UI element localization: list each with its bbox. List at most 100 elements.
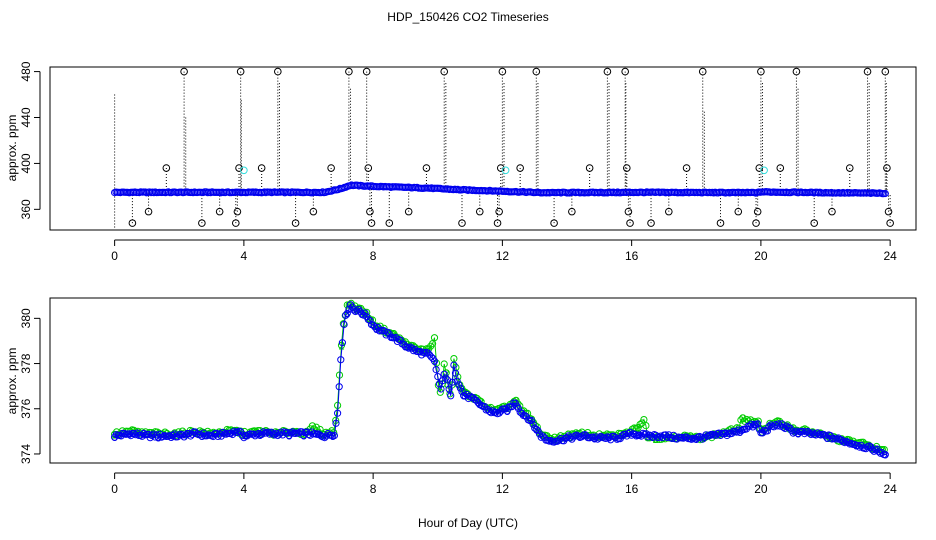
- series-3-point: [847, 439, 856, 448]
- series-3-point: [687, 435, 696, 443]
- series-3-point: [639, 429, 647, 437]
- series-3-point: [477, 401, 485, 409]
- series-3-point: [343, 309, 351, 317]
- series-3-point: [492, 408, 500, 416]
- series-3-point: [821, 432, 830, 440]
- series-3-point: [271, 431, 279, 439]
- outlier-point: [366, 207, 374, 216]
- series-3-point: [298, 428, 306, 436]
- series-3-label: 3: [664, 432, 670, 444]
- outlier-point: [698, 67, 707, 76]
- outlier-point: [734, 207, 743, 216]
- outlier-point: [215, 207, 224, 216]
- bottom-y-tick-label: 378: [19, 353, 33, 373]
- bottom-panel: 0 4 8 12 16 20 24 374 376 378 380 approx. ppm 2 2 2…: [5, 297, 917, 496]
- bottom-y-tick-label: 380: [19, 308, 33, 328]
- series-3-point: [330, 432, 338, 440]
- outlier-point: [845, 164, 854, 172]
- series-3-point: [456, 384, 464, 392]
- series-3-point: [384, 328, 392, 336]
- series-3-label: 3: [577, 432, 583, 444]
- outlier-point: [274, 67, 282, 76]
- bottom-x-axis: 0 4 8 12 16 20 24: [111, 472, 897, 496]
- outlier-point: [550, 219, 558, 227]
- x-axis-title: Hour of Day (UTC): [418, 516, 518, 530]
- bottom-x-tick-label: 0: [111, 482, 118, 496]
- series-3-point: [448, 378, 456, 386]
- series-3-point: [361, 309, 369, 317]
- series-3-point: [132, 431, 140, 439]
- series-3-point: [590, 434, 599, 442]
- series-3-point: [833, 435, 841, 443]
- series-3-label: 3: [199, 431, 205, 443]
- series-3-point: [337, 356, 345, 364]
- series-3-point: [647, 432, 655, 440]
- series-3-label: 3: [170, 430, 176, 442]
- outlier-point: [881, 67, 890, 76]
- series-3-point: [555, 436, 563, 444]
- top-y-tick-label: 360: [19, 199, 33, 219]
- series-3-label: 3: [562, 433, 568, 445]
- series-3-point: [881, 451, 889, 459]
- series-3-label: 3: [679, 432, 685, 444]
- top-plot-frame: [49, 66, 917, 231]
- series-3-label: 3: [795, 428, 801, 440]
- series-3-label: 3: [781, 422, 787, 434]
- series-3-point: [514, 405, 523, 413]
- series-3-point: [334, 409, 342, 417]
- series-3-label: 3: [693, 434, 699, 446]
- series-3-label: 3: [519, 408, 525, 420]
- outlier-point: [404, 207, 413, 216]
- outlier-point: [621, 67, 629, 76]
- series-3-point: [631, 430, 639, 438]
- outlier-point: [752, 219, 760, 227]
- outlier-point: [198, 219, 206, 227]
- series-3-label: 3: [708, 430, 714, 442]
- series-3-point: [259, 428, 267, 436]
- series-3-point: [264, 428, 272, 436]
- outlier-point: [180, 67, 188, 76]
- series-3-label: 3: [650, 432, 656, 444]
- outlier-point: [498, 67, 507, 76]
- series-3-label: 3: [184, 429, 190, 441]
- baseline-point: [881, 189, 889, 198]
- outlier-point: [345, 67, 353, 76]
- series-3-label: 3: [824, 433, 830, 445]
- series-3-point: [447, 392, 455, 400]
- series-2-point: [454, 373, 462, 381]
- series-2-label: 2: [373, 321, 379, 333]
- outlier-point: [665, 207, 673, 216]
- top-x-axis: 0 4 8 12 16 20 24: [111, 239, 897, 263]
- series-3-point: [430, 357, 439, 365]
- series-3-point: [763, 427, 772, 435]
- outlier-point: [367, 219, 376, 227]
- outlier-point: [422, 164, 431, 172]
- series-2-point: [440, 360, 448, 368]
- series-3-label: 3: [490, 406, 496, 418]
- series-3-label: 3: [621, 430, 627, 442]
- series-3-label: 3: [592, 433, 598, 445]
- outlier-point: [682, 164, 691, 172]
- series-3-label: 3: [446, 384, 452, 396]
- series-3-label: 3: [301, 431, 307, 443]
- outlier-point: [532, 67, 541, 76]
- series-3-point: [432, 366, 440, 374]
- top-x-tick-label: 16: [625, 249, 639, 263]
- series-3-label: 3: [737, 427, 743, 439]
- outlier-point: [883, 164, 891, 172]
- series-3-label: 3: [882, 450, 888, 462]
- highlight-point: [501, 166, 510, 175]
- series-3-label: 3: [359, 309, 365, 321]
- chart-title: HDP_150426 CO2 Timeseries: [387, 10, 548, 24]
- outlier-point: [475, 207, 484, 216]
- series-3-point: [451, 369, 460, 377]
- series-3-point: [233, 428, 241, 436]
- bottom-plot-frame: [49, 297, 917, 464]
- top-outlier-points: [128, 67, 894, 227]
- outlier-point: [495, 207, 503, 216]
- series-3-label: 3: [213, 428, 219, 440]
- top-y-tick-label: 480: [19, 61, 33, 81]
- series-3-label: 3: [868, 442, 874, 454]
- series-2-point: [316, 425, 324, 434]
